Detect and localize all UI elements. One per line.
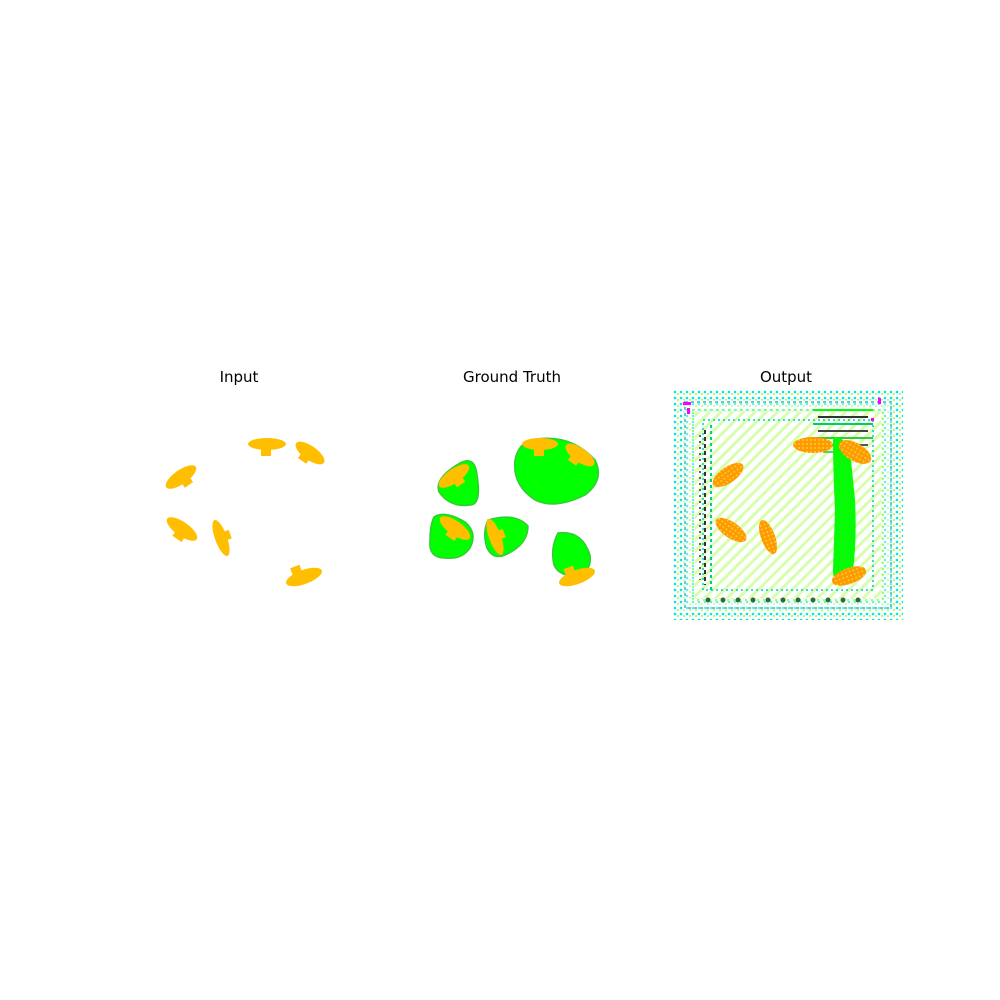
object-1 [248,438,286,456]
bottom-artifacts [705,597,861,603]
left-artifacts [699,425,712,590]
output-region [833,437,856,585]
gt-object-1 [522,438,558,456]
ground-truth-image [429,437,600,587]
output-object-1 [793,437,833,453]
object-4 [166,517,198,543]
panel-title-ground-truth: Ground Truth [463,368,561,386]
object-3 [165,465,197,489]
magenta-artifacts [683,398,881,421]
gt-object-3 [438,464,470,488]
output-object-5 [758,519,778,555]
object-6 [285,564,323,587]
gt-object-2 [565,443,595,467]
panel-title-output: Output [759,368,813,386]
panel-title-input: Input [219,368,259,386]
output-object-4 [715,517,747,543]
output-object-6 [831,566,867,586]
output-object-2 [838,440,872,464]
object-5 [212,520,232,556]
object-2 [295,441,325,465]
input-image [165,438,325,587]
gt-object-6 [558,565,596,587]
output-object-3 [712,462,744,488]
output-image [673,390,903,620]
gt-object-4 [439,516,471,542]
gt-object-5 [486,519,506,555]
